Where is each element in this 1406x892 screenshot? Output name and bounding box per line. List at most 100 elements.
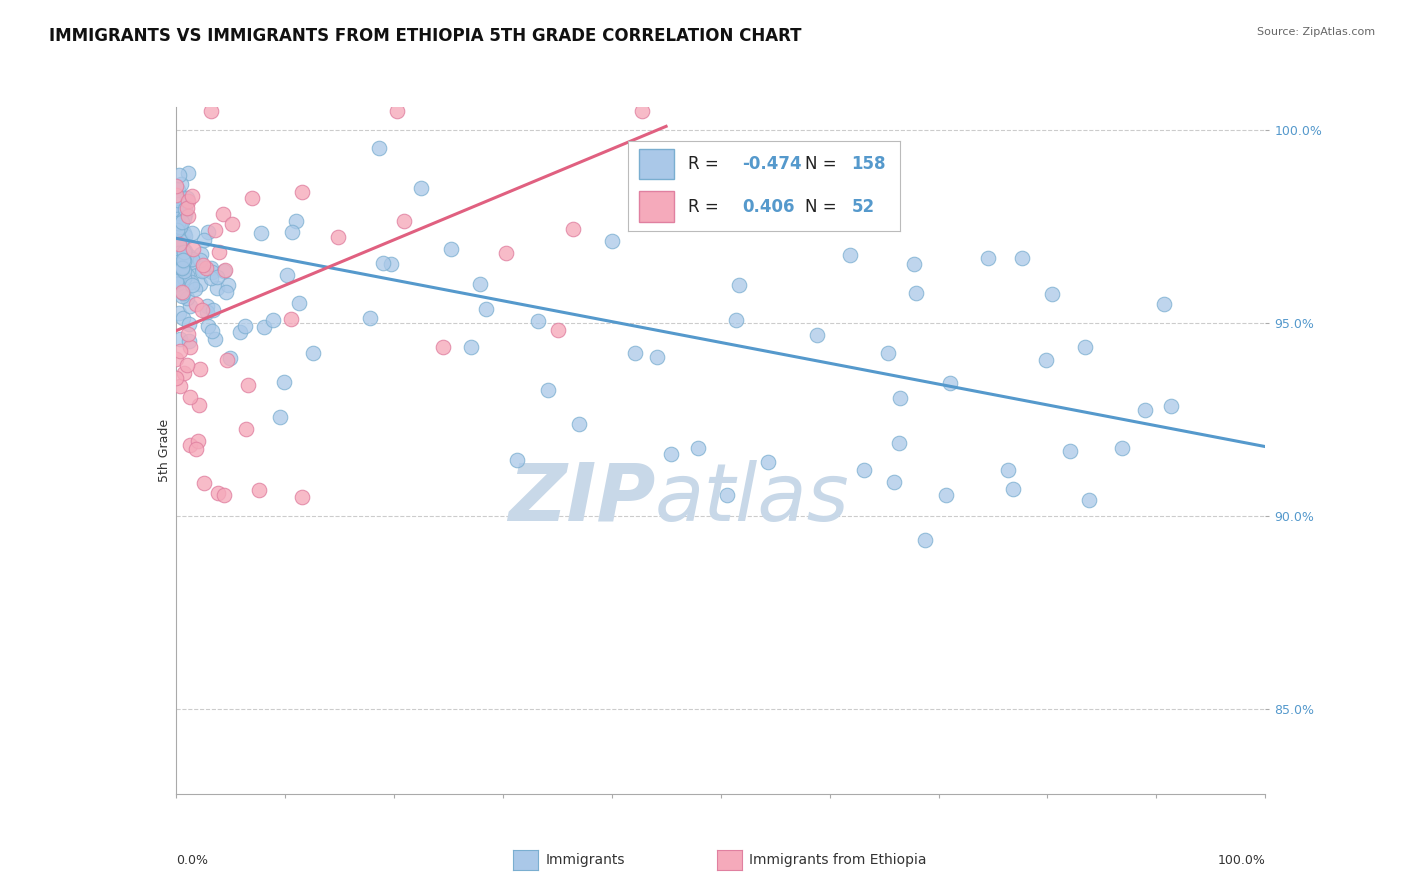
Point <box>186 434 208 449</box>
Point <box>169 220 191 235</box>
Point <box>165 202 187 217</box>
Point <box>200 103 222 118</box>
Point <box>440 242 463 256</box>
Point <box>889 391 911 405</box>
Point <box>602 235 624 249</box>
Point <box>173 244 195 259</box>
Point <box>359 311 381 326</box>
Point <box>976 251 998 265</box>
Point <box>165 229 187 244</box>
Point <box>470 277 492 291</box>
Point <box>184 282 207 296</box>
Point <box>688 442 710 456</box>
Point <box>181 242 204 256</box>
Point <box>173 229 195 244</box>
Point <box>165 267 187 281</box>
Point <box>170 260 193 275</box>
Point <box>172 253 194 268</box>
Point <box>195 305 218 319</box>
Point <box>201 303 224 318</box>
Point <box>233 318 256 333</box>
Point <box>368 141 391 155</box>
Point <box>172 285 194 299</box>
Point <box>197 225 219 239</box>
Point <box>914 533 936 547</box>
Point <box>166 216 188 230</box>
Point <box>1074 340 1097 354</box>
Point <box>1011 251 1033 265</box>
Point <box>167 222 190 236</box>
Point <box>262 313 284 327</box>
Text: IMMIGRANTS VS IMMIGRANTS FROM ETHIOPIA 5TH GRADE CORRELATION CHART: IMMIGRANTS VS IMMIGRANTS FROM ETHIOPIA 5… <box>49 27 801 45</box>
Point <box>165 352 187 367</box>
Point <box>250 226 273 240</box>
Point <box>167 237 190 252</box>
Point <box>219 351 242 365</box>
Text: R =: R = <box>688 197 718 216</box>
Point <box>191 302 214 317</box>
Point <box>631 103 654 118</box>
Point <box>165 213 187 227</box>
Point <box>167 239 190 253</box>
Point <box>169 332 191 346</box>
Point <box>181 226 204 240</box>
Point <box>806 327 828 342</box>
Point <box>180 252 202 266</box>
Point <box>201 265 224 279</box>
Point <box>204 331 226 345</box>
Point <box>212 264 235 278</box>
Text: 0.406: 0.406 <box>742 197 794 216</box>
Point <box>460 340 482 354</box>
Bar <box>638 192 675 222</box>
Point <box>236 378 259 392</box>
Point <box>177 194 200 208</box>
Point <box>1059 444 1081 458</box>
Point <box>200 324 222 338</box>
Point <box>179 334 201 348</box>
Point <box>177 165 200 179</box>
Point <box>174 251 197 265</box>
Point <box>838 248 860 262</box>
Point <box>756 455 779 469</box>
Point <box>165 274 187 288</box>
Point <box>173 252 195 267</box>
Point <box>207 269 229 284</box>
Point <box>173 211 195 225</box>
Point <box>167 246 190 260</box>
Point <box>179 299 201 313</box>
Point <box>194 260 217 275</box>
Point <box>495 245 517 260</box>
Point <box>328 230 350 244</box>
Point <box>184 297 207 311</box>
Point <box>166 202 188 216</box>
Point <box>200 271 222 285</box>
Point <box>165 208 187 222</box>
Point <box>166 250 188 264</box>
Point <box>179 390 201 404</box>
Point <box>179 317 201 331</box>
Point <box>170 234 193 248</box>
Point <box>547 323 569 337</box>
Point <box>392 214 415 228</box>
Point <box>221 217 243 231</box>
Point <box>1160 399 1182 413</box>
Point <box>177 327 200 342</box>
Point <box>166 277 188 291</box>
Point <box>176 191 198 205</box>
Text: 0.0%: 0.0% <box>176 855 208 867</box>
Point <box>204 223 226 237</box>
Point <box>180 275 202 289</box>
Point <box>188 252 211 267</box>
Point <box>173 227 195 241</box>
Point <box>166 222 188 236</box>
Point <box>165 371 187 385</box>
Point <box>1111 441 1133 455</box>
Point <box>173 254 195 268</box>
Point <box>169 261 191 276</box>
Point <box>568 417 591 431</box>
Text: Immigrants: Immigrants <box>546 853 626 867</box>
Point <box>506 452 529 467</box>
Point <box>170 214 193 228</box>
Point <box>1040 287 1063 301</box>
Point <box>269 410 291 425</box>
